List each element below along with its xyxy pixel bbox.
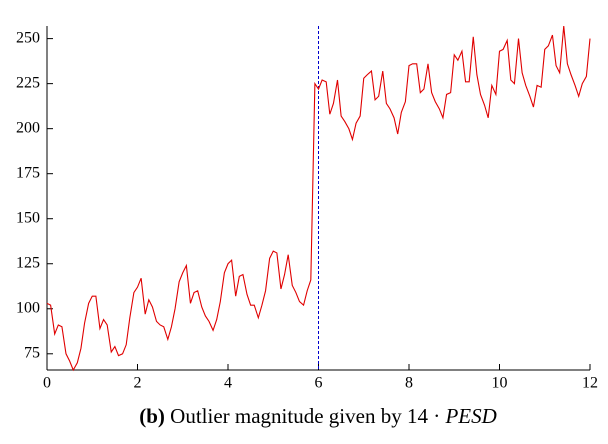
x-tick-label: 10 xyxy=(492,375,508,392)
data-line xyxy=(46,25,591,372)
caption-math: PESD xyxy=(444,404,496,428)
y-tick-label: 225 xyxy=(16,74,40,91)
y-tick-label: 250 xyxy=(16,29,40,46)
x-tick-label: 4 xyxy=(224,375,232,392)
x-tick-label: 6 xyxy=(315,375,323,392)
caption-label: (b) xyxy=(139,404,165,428)
x-tick-label: 2 xyxy=(134,375,142,392)
caption-text: Outlier magnitude given by 14 · xyxy=(170,404,440,428)
y-tick-label: 100 xyxy=(16,299,40,316)
x-tick-label: 8 xyxy=(405,375,413,392)
x-tick-label: 0 xyxy=(43,375,51,392)
y-tick-label: 150 xyxy=(16,209,40,226)
y-tick-label: 200 xyxy=(16,119,40,136)
y-tick-label: 75 xyxy=(24,344,40,361)
caption: (b) Outlier magnitude given by 14 · PESD xyxy=(139,404,497,428)
y-tick-label: 125 xyxy=(16,254,40,271)
x-tick-label: 12 xyxy=(582,375,598,392)
y-tick-label: 175 xyxy=(16,164,40,181)
